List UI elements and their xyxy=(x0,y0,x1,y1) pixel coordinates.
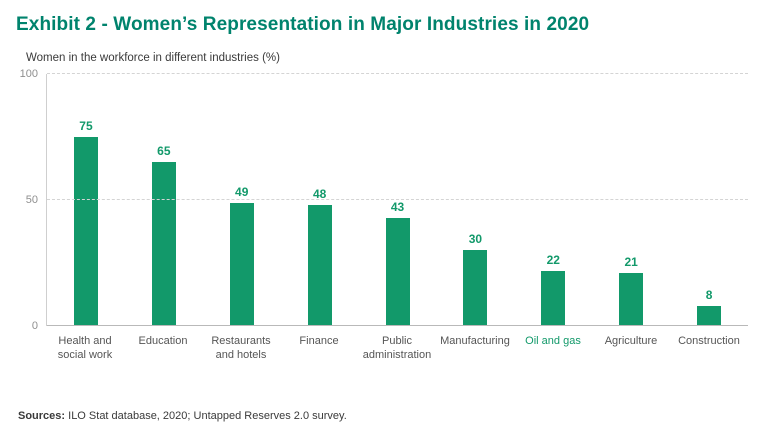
chart-subtitle: Women in the workforce in different indu… xyxy=(26,52,280,64)
y-tick-label: 100 xyxy=(19,68,38,80)
x-axis-label: Agriculture xyxy=(604,335,658,347)
bar xyxy=(697,305,722,326)
bar xyxy=(73,137,98,326)
bar-value-label: 22 xyxy=(546,252,560,267)
bar-chart: 0 50 100 75 65 49 48 43 30 22 21 8 xyxy=(16,68,748,332)
gridline xyxy=(47,325,748,326)
bar-value-label: 43 xyxy=(390,199,405,214)
y-axis: 0 50 100 xyxy=(16,68,46,332)
bar xyxy=(151,162,176,326)
bar-value-label: 75 xyxy=(79,119,93,133)
y-tick-label: 0 xyxy=(31,320,38,332)
x-axis-labels: Health and social work Education Restauran… xyxy=(46,334,748,363)
bars-row: 75 65 49 48 43 30 22 21 8 xyxy=(47,74,748,326)
bar-column: 65 xyxy=(125,74,203,326)
gridline xyxy=(47,73,748,74)
source-label: Sources: xyxy=(18,410,66,422)
bar-value-label: 48 xyxy=(312,187,327,202)
bar-column: 49 xyxy=(203,74,281,326)
bar xyxy=(541,270,566,326)
bar-column: 43 xyxy=(359,74,437,326)
source-text: ILO Stat database, 2020; Untapped Reserv… xyxy=(65,410,347,422)
x-axis-label: Restaurants and hotels xyxy=(211,335,271,362)
x-axis-label: Manufacturing xyxy=(440,335,510,347)
bar xyxy=(463,250,488,326)
bar-column: 75 xyxy=(47,74,125,326)
bar xyxy=(229,202,254,326)
x-axis-label: Construction xyxy=(678,335,740,347)
bar xyxy=(619,273,644,326)
bar-value-label: 21 xyxy=(624,255,638,270)
plot-area: 75 65 49 48 43 30 22 21 8 xyxy=(46,73,748,326)
bar-value-label: 49 xyxy=(235,184,249,199)
bar-value-label: 65 xyxy=(157,144,171,159)
x-axis-label: Oil and gas xyxy=(525,335,581,347)
y-tick-label: 50 xyxy=(25,194,38,206)
x-axis-label: Health and social work xyxy=(57,335,113,362)
bar-value-label: 8 xyxy=(705,287,713,302)
source-note: Sources: ILO Stat database, 2020; Untapp… xyxy=(18,410,347,422)
bar-column: 30 xyxy=(436,74,514,326)
bar xyxy=(385,217,410,326)
bar-column: 48 xyxy=(281,74,359,326)
bar-column: 22 xyxy=(514,74,592,326)
page-title: Exhibit 2 - Women’s Representation in Ma… xyxy=(16,14,590,35)
bar-value-label: 30 xyxy=(468,232,483,247)
bar xyxy=(307,205,332,326)
bar-column: 21 xyxy=(592,74,670,326)
gridline xyxy=(47,199,748,200)
x-axis-label: Public administration xyxy=(362,335,432,362)
x-axis-label: Finance xyxy=(299,335,339,347)
bar-column: 8 xyxy=(670,74,748,326)
x-axis-label: Education xyxy=(138,335,188,347)
